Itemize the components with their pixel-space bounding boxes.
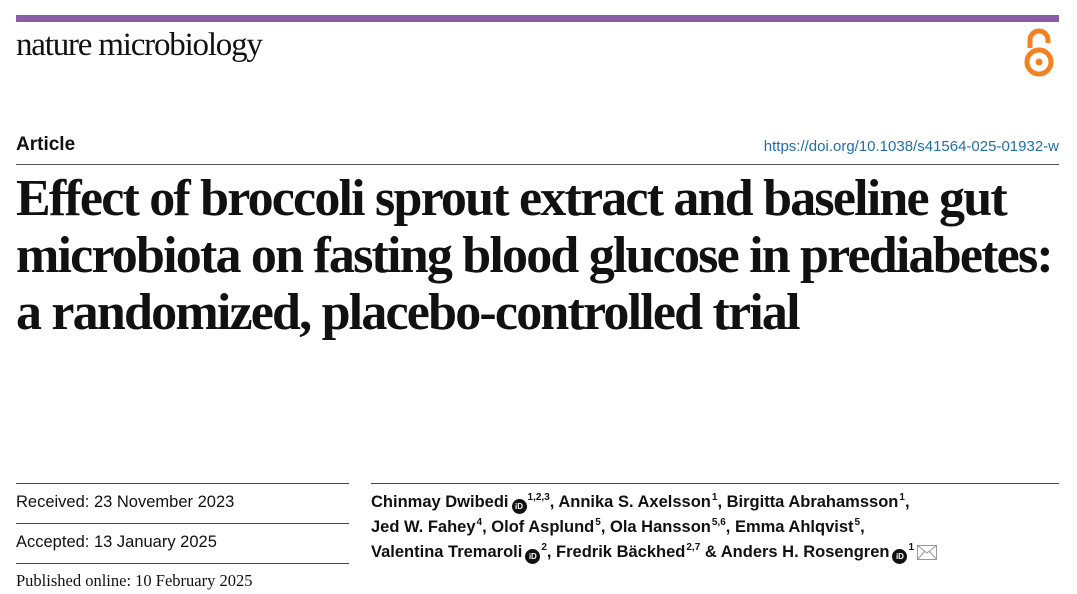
doi-link[interactable]: https://doi.org/10.1038/s41564-025-01932… [763, 138, 1059, 155]
published-date: Published online: 10 February 2025 [16, 571, 253, 590]
authors-divider [371, 483, 1059, 484]
journal-accent-bar [16, 15, 1059, 22]
envelope-icon[interactable] [917, 545, 938, 560]
accepted-date: Accepted: 13 January 2025 [16, 533, 217, 551]
author-separator: , [600, 518, 610, 536]
author-name[interactable]: Annika S. Axelsson [558, 493, 711, 511]
affiliation-marker: 4 [476, 517, 483, 528]
author-name[interactable]: Jed W. Fahey [371, 518, 476, 536]
orcid-icon[interactable]: iD [892, 549, 908, 564]
orcid-icon[interactable]: iD [511, 499, 527, 514]
affiliation-marker: 1,2,3 [527, 492, 550, 503]
author-name[interactable]: Emma Ahlqvist [734, 518, 854, 536]
affiliation-marker: 2,7 [686, 542, 701, 553]
affiliation-marker: 2 [541, 542, 547, 553]
author-separator: , [717, 493, 727, 511]
author-separator: , [904, 493, 910, 511]
author-name[interactable]: Valentina Tremaroli [371, 543, 523, 561]
orcid-icon[interactable]: iD [525, 549, 541, 564]
author-name[interactable]: Anders H. Rosengren [720, 543, 890, 561]
author-name[interactable]: Fredrik Bäckhed [556, 543, 686, 561]
author-separator: , [482, 518, 492, 536]
author-name[interactable]: Chinmay Dwibedi [371, 493, 509, 511]
affiliation-marker: 5 [595, 517, 601, 528]
author-separator: , [549, 493, 559, 511]
author-list: Chinmay Dwibedi iD1,2,3, Annika S. Axelss… [371, 490, 1061, 565]
received-date: Received: 23 November 2023 [16, 493, 235, 511]
author-separator: , [725, 518, 735, 536]
author-name[interactable]: Birgitta Abrahamsson [726, 493, 899, 511]
affiliation-marker: 1 [899, 492, 905, 503]
affiliation-marker: 1 [908, 542, 915, 553]
dates-divider-mid [16, 523, 349, 524]
author-name[interactable]: Ola Hansson [609, 518, 711, 536]
article-title: Effect of broccoli sprout extract and ba… [16, 170, 1054, 341]
affiliation-marker: 1 [711, 492, 718, 503]
author-name[interactable]: Olof Asplund [491, 518, 595, 536]
dates-divider-top [16, 483, 349, 484]
author-separator: & [700, 543, 721, 561]
header-divider [16, 164, 1059, 165]
dates-divider-bottom [16, 563, 349, 564]
affiliation-marker: 5,6 [711, 517, 726, 528]
journal-name[interactable]: nature microbiology [16, 27, 263, 63]
author-separator: , [860, 518, 865, 536]
article-type-label: Article [16, 134, 76, 155]
author-separator: , [546, 543, 557, 561]
affiliation-marker: 5 [854, 517, 861, 528]
open-access-icon[interactable] [1021, 28, 1057, 78]
